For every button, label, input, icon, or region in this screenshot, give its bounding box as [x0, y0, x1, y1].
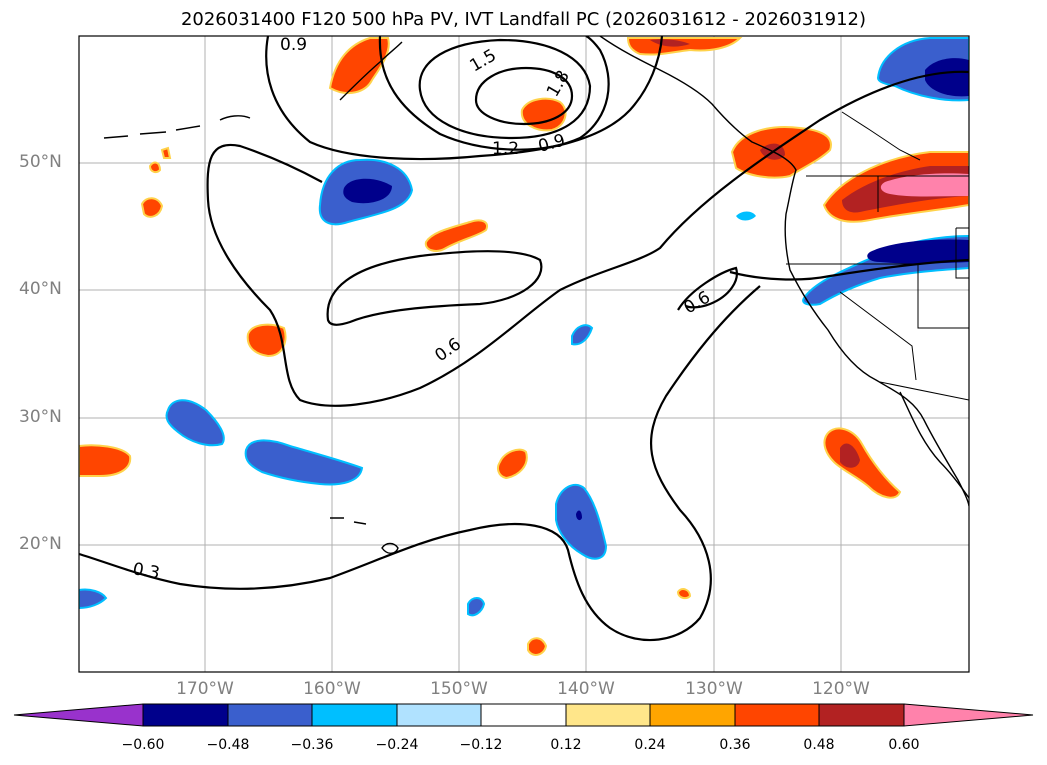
contour-label: 1.8 — [543, 67, 574, 100]
map-title: 2026031400 F120 500 hPa PV, IVT Landfall… — [180, 9, 867, 30]
contour-0-6-east — [677, 258, 969, 311]
anomaly-subtropics-small — [497, 448, 528, 480]
anomaly-pacnw-peak — [880, 173, 969, 197]
colorbar-tick: 0.24 — [634, 737, 666, 753]
lat-label-50n: 50°N — [19, 152, 62, 172]
anomaly-neg-west-1 — [165, 399, 225, 447]
contour-label: 0.9 — [280, 35, 307, 55]
coastlines — [103, 36, 969, 554]
colorbar-tick: −0.12 — [459, 737, 503, 753]
map-frame — [78, 35, 970, 673]
colorbar-tick: 0.36 — [719, 737, 751, 753]
contour-0-9-west — [206, 70, 969, 407]
lon-label-170w: 170°W — [176, 679, 234, 699]
colorbar-tick: 0.60 — [888, 737, 920, 753]
lon-label-130w: 130°W — [685, 679, 743, 699]
colorbar-tick: 0.12 — [550, 737, 582, 753]
contour-label: 0.6 — [681, 287, 714, 318]
colorbar-tick: −0.60 — [121, 737, 165, 753]
colorbar-extend-low — [13, 703, 144, 727]
lat-label-20n: 20°N — [19, 534, 62, 554]
lon-label-160w: 160°W — [303, 679, 361, 699]
colorbar-tick: −0.36 — [290, 737, 334, 753]
pv-contours — [79, 36, 969, 642]
contour-label: 1.2 — [492, 139, 519, 159]
anomaly-mid-pacific — [424, 219, 488, 252]
lat-label-40n: 40°N — [19, 279, 62, 299]
lon-label-150w: 150°W — [430, 679, 488, 699]
anomaly-low-center — [520, 97, 567, 132]
anomaly-dateline — [79, 444, 132, 477]
contour-1-8 — [474, 66, 574, 126]
colorbar — [13, 703, 1034, 727]
lon-label-140w: 140°W — [557, 679, 615, 699]
gridlines — [79, 36, 969, 672]
colorbar-extend-high — [903, 703, 1034, 727]
boundaries — [786, 111, 969, 401]
colorbar-tick: −0.48 — [206, 737, 250, 753]
contour-0-9-north — [265, 36, 664, 161]
anomaly-gulf-alaska-north — [328, 37, 390, 95]
negative-anomalies — [79, 37, 969, 617]
positive-anomalies — [79, 37, 969, 656]
contour-label: 0.6 — [431, 334, 465, 366]
anomaly-gulf-alaska-top — [626, 37, 743, 56]
contour-label: 0.3 — [131, 559, 161, 583]
contour-1-5 — [418, 38, 592, 140]
lon-label-120w: 120°W — [812, 679, 870, 699]
anomaly-neg-subtropics — [555, 483, 608, 560]
colorbar-tick: 0.48 — [803, 737, 835, 753]
contour-0-6-south — [79, 285, 761, 642]
contour-label: 1.5 — [467, 45, 500, 76]
contour-0-6-inner — [326, 250, 543, 326]
colorbar-tick: −0.24 — [375, 737, 419, 753]
anomaly-neg-west-2 — [244, 439, 364, 486]
anomaly-baja — [823, 427, 902, 499]
contour-1-2 — [378, 36, 610, 151]
lat-label-30n: 30°N — [19, 407, 62, 427]
